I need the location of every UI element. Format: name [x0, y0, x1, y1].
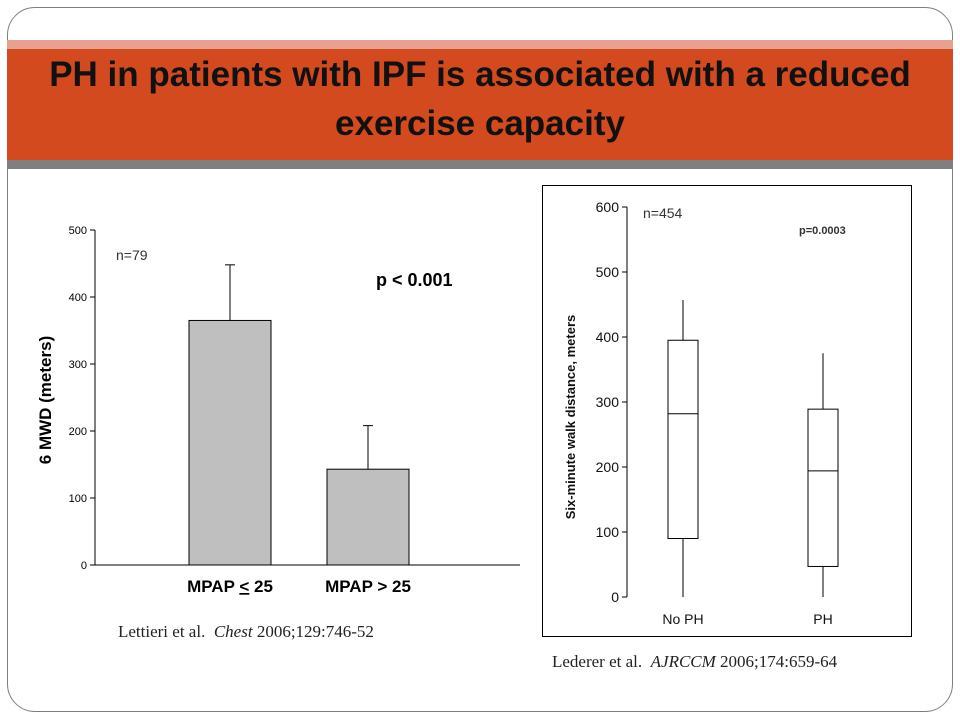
left-chart-y-axis-label: 6 MWD (meters) — [36, 336, 55, 464]
left-y-tick-label: 400 — [69, 292, 87, 304]
right-y-tick-label: 200 — [596, 459, 620, 475]
right-chart-axes: 0 100 200 300 400 500 600 No PH PH — [596, 199, 833, 627]
citation-right-details: 2006;174:659-64 — [720, 652, 838, 671]
left-x-tick-label: MPAP > 25 — [325, 577, 411, 596]
right-y-tick-label: 0 — [611, 589, 619, 605]
title-band — [7, 40, 953, 169]
left-chart-sample-size: n=79 — [116, 247, 148, 263]
boxplot-panel: 0 100 200 300 400 500 600 No PH PH Six-minute wa… — [542, 185, 912, 637]
left-chart-p-value: p < 0.001 — [376, 270, 453, 290]
citation-right: Lederer et al. AJRCCM 2006;174:659-64 — [552, 652, 837, 672]
citation-left-details: 2006;129:746-52 — [256, 622, 374, 641]
citation-left-journal: Chest — [213, 622, 253, 641]
right-x-tick-label: No PH — [662, 611, 703, 627]
slide-title: PH in patients with IPF is associated wi… — [49, 55, 911, 143]
right-chart-sample-size: n=454 — [643, 205, 683, 221]
citation-left-authors: Lettieri et al. — [118, 622, 206, 641]
right-y-tick-label: 300 — [596, 394, 620, 410]
left-chart-axes: 0 100 200 300 400 500 MPAP < 25 MPAP > 25 — [69, 225, 520, 596]
right-chart-p-value: p=0.0003 — [799, 225, 846, 237]
citation-left: Lettieri et al. Chest 2006;129:746-52 — [118, 622, 374, 642]
citation-right-authors: Lederer et al. — [552, 652, 643, 671]
bar-chart-6mwd: 0 100 200 300 400 500 MPAP < 25 MPAP > 25 6 MWD… — [36, 225, 520, 596]
left-y-tick-label: 0 — [81, 560, 87, 572]
left-bar — [188, 319, 272, 566]
left-y-tick-label: 100 — [69, 493, 87, 505]
left-y-tick-label: 200 — [69, 426, 87, 438]
left-bar — [326, 468, 410, 566]
right-x-tick-label: PH — [813, 611, 832, 627]
right-box — [667, 339, 699, 539]
left-y-tick-label: 500 — [69, 225, 87, 237]
right-box — [807, 408, 839, 567]
right-y-tick-label: 500 — [596, 264, 620, 280]
title-band-bottom-divider — [7, 160, 953, 169]
citation-right-journal: AJRCCM — [650, 652, 716, 671]
left-x-tick-label: MPAP < 25 — [187, 577, 273, 596]
right-y-tick-label: 600 — [596, 199, 620, 215]
right-chart-boxes — [667, 299, 839, 597]
right-y-tick-label: 400 — [596, 329, 620, 345]
box-plot-6mwd: 0 100 200 300 400 500 600 No PH PH Six-minute wa… — [563, 199, 846, 627]
left-chart-bars — [188, 264, 410, 566]
left-y-tick-label: 300 — [69, 359, 87, 371]
title-band-top-stripe — [7, 40, 953, 49]
right-y-tick-label: 100 — [596, 524, 620, 540]
right-chart-y-axis-label: Six-minute walk distance, meters — [563, 315, 578, 519]
